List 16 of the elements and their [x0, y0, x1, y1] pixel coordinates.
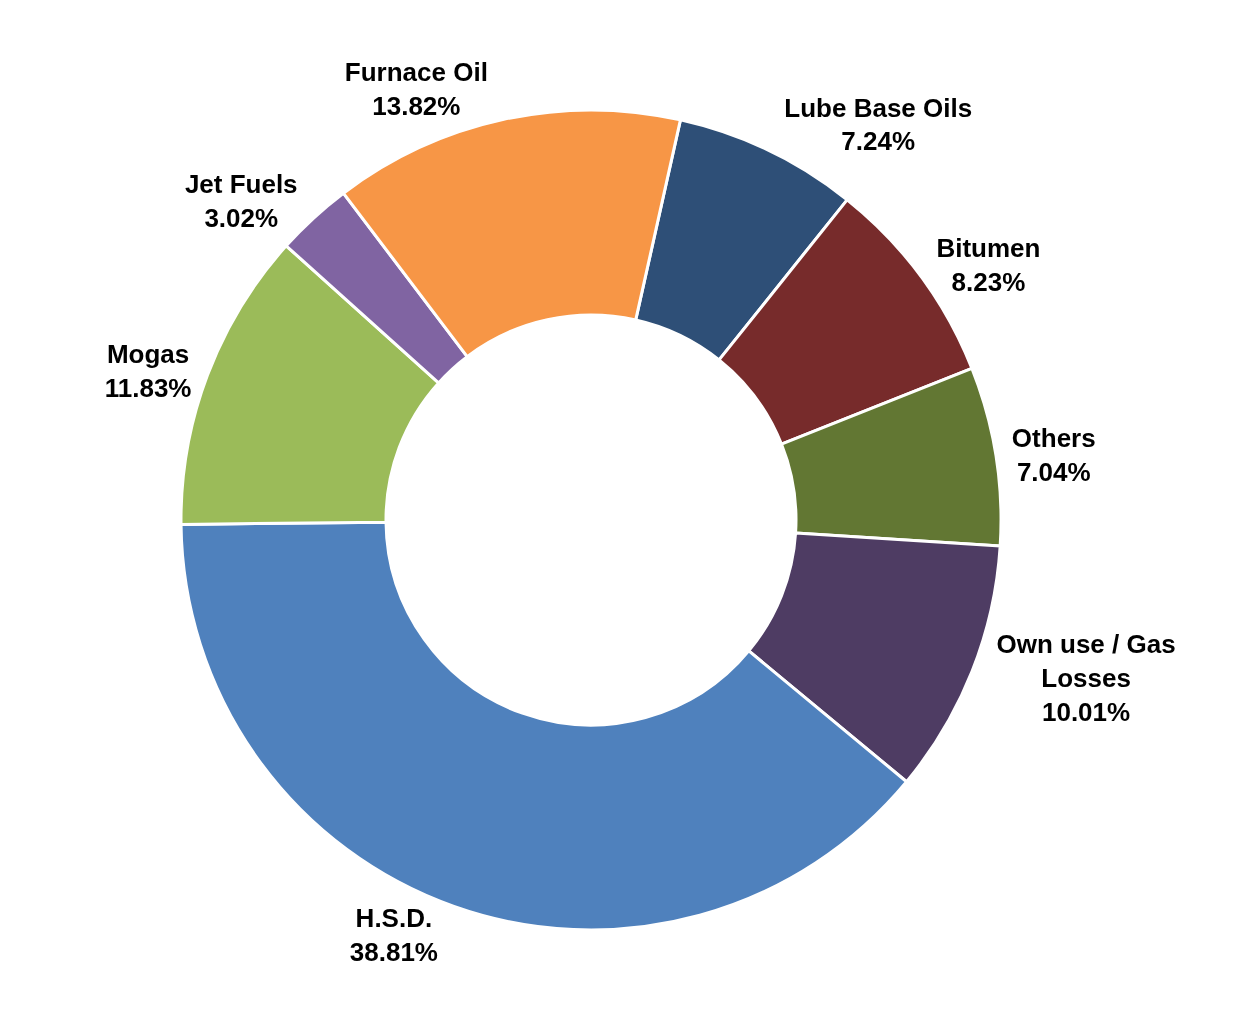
- data-label: 3.02%: [204, 202, 279, 233]
- slice-label: H.S.D.: [355, 902, 433, 933]
- data-label: 10.01%: [1041, 696, 1131, 727]
- slice-label: Own use / Gas Losses: [996, 629, 1176, 693]
- data-label: 11.83%: [104, 373, 192, 404]
- data-label: 7.24%: [841, 126, 916, 157]
- data-label: 13.82%: [372, 90, 461, 121]
- slice-label: Jet Fuels: [184, 168, 298, 199]
- data-label: 7.04%: [1016, 456, 1091, 487]
- slice-label: Furnace Oil: [344, 57, 488, 88]
- slice-label: Mogas: [106, 339, 190, 370]
- slice-label: Others: [1011, 422, 1096, 453]
- slice-label: Lube Base Oils: [784, 92, 973, 123]
- data-label: 38.81%: [349, 936, 438, 967]
- slice-label: Bitumen: [936, 232, 1041, 263]
- data-label: 8.23%: [951, 266, 1026, 297]
